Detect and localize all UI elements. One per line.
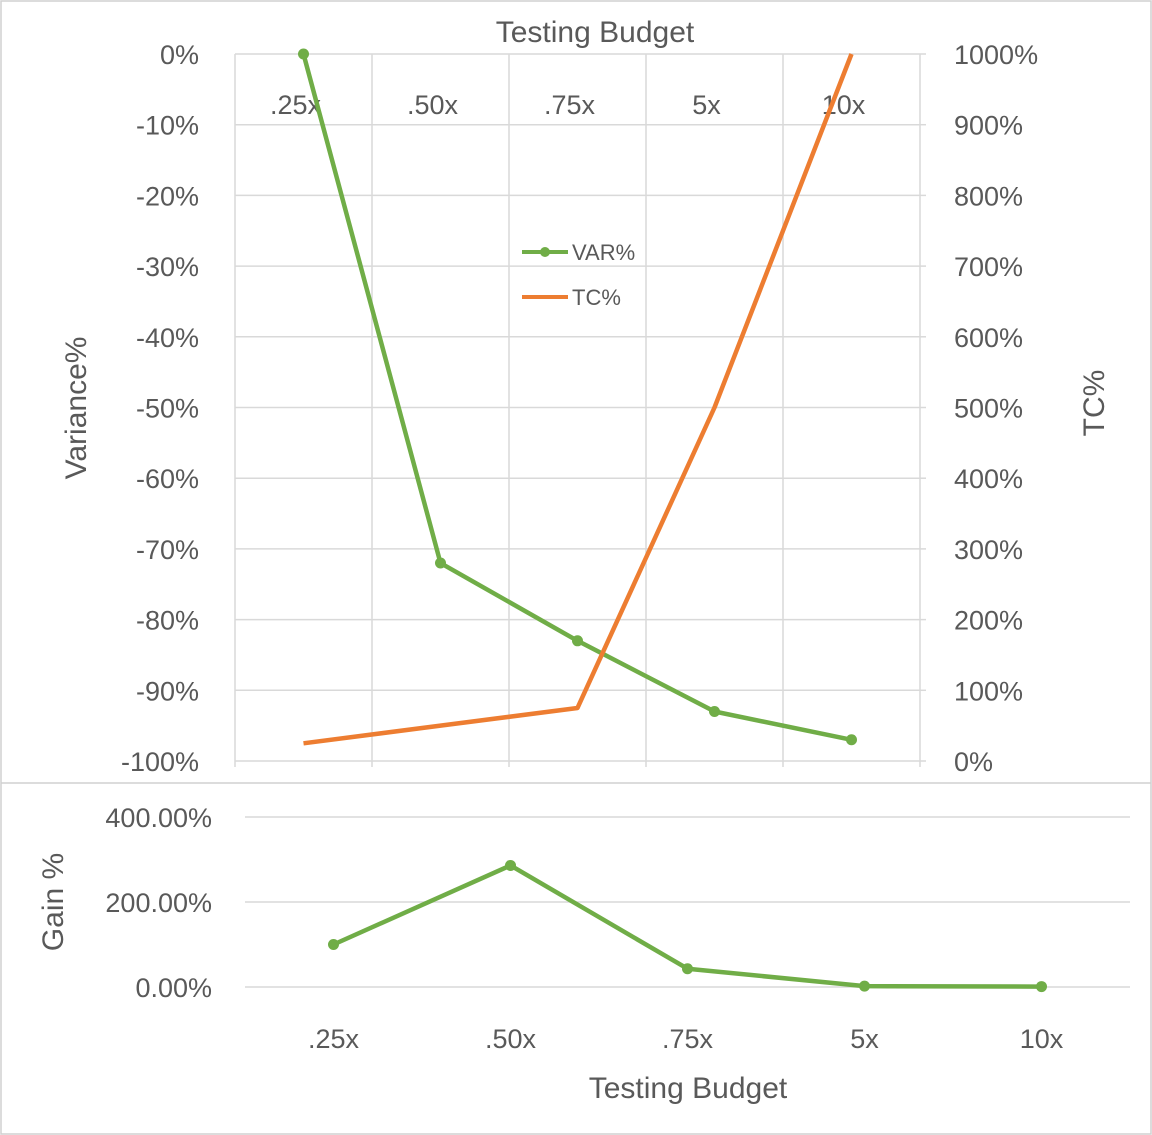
right-y-tick-label: 1000% xyxy=(954,40,1038,70)
bottom-category-label: .25x xyxy=(308,1024,360,1054)
series-point-var xyxy=(709,706,720,718)
left-y-tick-label: -60% xyxy=(136,464,199,494)
series-point-var xyxy=(572,635,583,647)
legend-var-marker xyxy=(540,247,550,257)
left-y-axis-title: Variance% xyxy=(60,337,93,480)
left-y-tick-label: -50% xyxy=(136,394,199,424)
series-point-var xyxy=(435,557,446,569)
right-y-tick-label: 500% xyxy=(954,394,1023,424)
right-y-tick-label: 800% xyxy=(954,181,1023,211)
series-point-var xyxy=(846,734,857,746)
bottom-category-label: 5x xyxy=(850,1024,879,1054)
left-y-tick-label: -100% xyxy=(121,747,199,777)
left-y-tick-labels: 0% -10% -20% -30% -40% -50% -60% -70% -80% -90% -1… xyxy=(121,40,199,777)
gain-series-point xyxy=(1036,981,1047,993)
bottom-category-label: .50x xyxy=(485,1024,537,1054)
right-y-tick-labels: 1000% 900% 800% 700% 600% 500% 400% 300% 200% 100… xyxy=(954,40,1038,777)
top-category-label: 5x xyxy=(692,90,721,120)
top-category-label: .75x xyxy=(544,90,596,120)
gain-gridlines xyxy=(245,816,1130,988)
bottom-category-label: 10x xyxy=(1020,1024,1064,1054)
gain-series-point xyxy=(328,939,339,950)
gain-y-tick-label: 400.00% xyxy=(105,803,212,833)
left-y-tick-label: -40% xyxy=(136,323,199,353)
gain-series-point xyxy=(859,980,870,992)
legend-tc-label: TC% xyxy=(572,285,621,310)
top-category-labels: .25x .50x .75x 5x 10x xyxy=(270,90,866,120)
right-y-tick-label: 200% xyxy=(954,606,1023,636)
series-line-tc xyxy=(303,53,854,746)
series-point-var xyxy=(298,48,309,60)
top-gridlines xyxy=(234,53,926,767)
top-series xyxy=(298,48,857,746)
gain-series-point xyxy=(682,963,693,975)
right-y-tick-label: 300% xyxy=(954,535,1023,565)
right-y-tick-label: 600% xyxy=(954,323,1023,353)
right-y-axis-title: TC% xyxy=(1078,370,1111,437)
bottom-category-labels: .25x .50x .75x 5x 10x xyxy=(308,1024,1064,1054)
gain-y-tick-label: 0.00% xyxy=(135,973,212,1003)
right-y-tick-label: 900% xyxy=(954,111,1023,141)
right-y-tick-label: 400% xyxy=(954,464,1023,494)
left-y-tick-label: -90% xyxy=(136,676,199,706)
right-y-tick-label: 0% xyxy=(954,747,993,777)
top-x-axis-title: Testing Budget xyxy=(496,16,695,49)
gain-y-tick-labels: 400.00% 200.00% 0.00% xyxy=(105,803,212,1003)
legend-var-label: VAR% xyxy=(572,240,635,265)
left-y-tick-label: -80% xyxy=(136,606,199,636)
legend: VAR% TC% xyxy=(522,240,635,310)
gain-series-point xyxy=(505,859,516,871)
left-y-tick-label: -30% xyxy=(136,252,199,282)
bottom-category-label: .75x xyxy=(662,1024,714,1054)
gain-y-axis-title: Gain % xyxy=(37,853,70,951)
left-y-tick-label: -70% xyxy=(136,535,199,565)
top-category-label: .50x xyxy=(407,90,459,120)
left-y-tick-label: 0% xyxy=(160,40,199,70)
left-y-tick-label: -20% xyxy=(136,181,199,211)
right-y-tick-label: 700% xyxy=(954,252,1023,282)
gain-series xyxy=(328,859,1047,993)
left-y-tick-label: -10% xyxy=(136,111,199,141)
bottom-x-axis-title: Testing Budget xyxy=(589,1072,788,1105)
right-y-tick-label: 100% xyxy=(954,676,1023,706)
gain-y-tick-label: 200.00% xyxy=(105,888,212,918)
